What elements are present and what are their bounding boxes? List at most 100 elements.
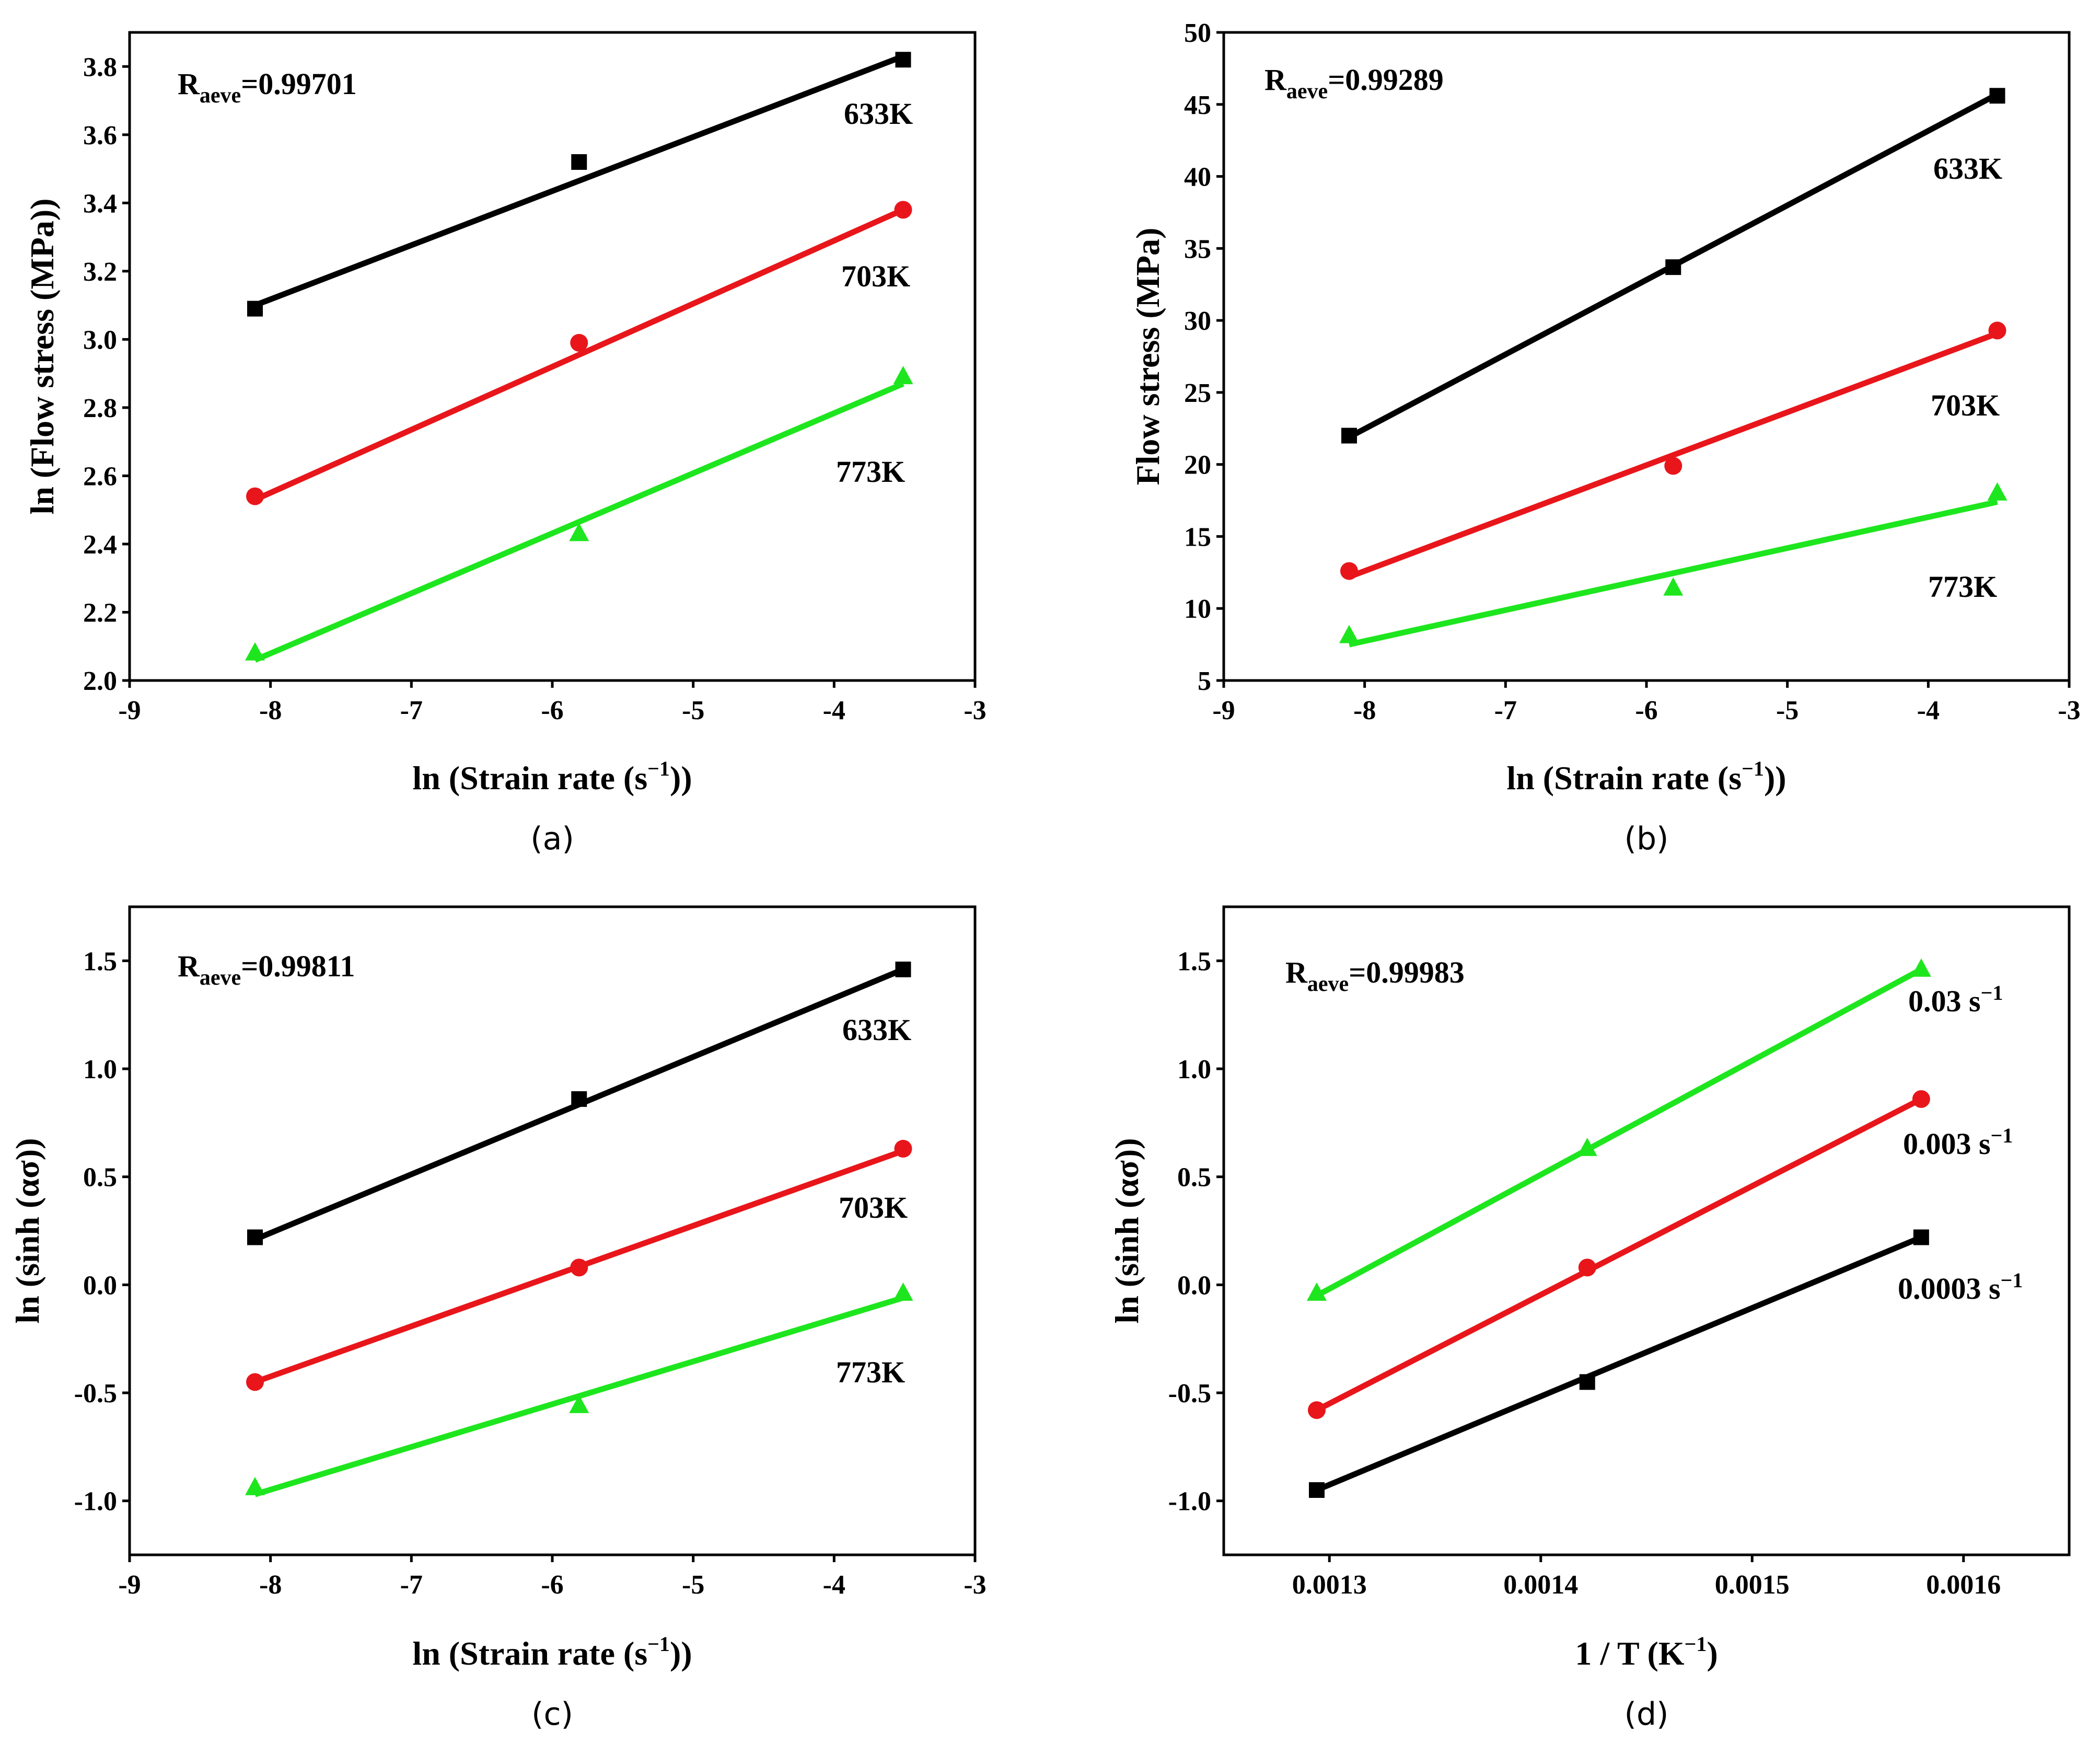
x-tick-label: 0.0016 [1926, 1570, 2001, 1600]
data-point [1663, 577, 1684, 596]
data-point [1340, 562, 1359, 580]
data-point [571, 154, 587, 170]
fit-line [1315, 967, 1923, 1298]
series-label-633k: 633K [842, 1013, 911, 1047]
y-tick-label: 1.0 [1177, 1055, 1211, 1084]
data-point [1988, 321, 2006, 340]
y-tick-label: 3.8 [83, 52, 117, 82]
data-point [1665, 259, 1681, 275]
series-label-773k: 773K [1928, 570, 1997, 604]
data-point [1579, 1374, 1595, 1390]
x-tick-label: -9 [118, 1570, 141, 1600]
series-label-0-003: 0.003 s−1 [1903, 1124, 2013, 1161]
series-label-633k: 633K [844, 97, 913, 131]
x-tick-label: -5 [682, 1570, 704, 1600]
series-label-773k: 773K [836, 455, 905, 489]
panel-d-x-label: 1 / T (K−1) [1575, 1632, 1718, 1672]
panel-b-fits [1348, 91, 1999, 648]
panel-d-points [1306, 958, 1931, 1498]
panel-a-r-value: Raeve=0.99701 [178, 67, 357, 108]
x-tick-label: -7 [400, 1570, 423, 1600]
x-tick-label: -4 [823, 1570, 845, 1600]
data-point [1989, 88, 2005, 104]
data-point [1987, 482, 2008, 501]
x-tick-label: -4 [823, 696, 845, 725]
y-tick-label: -1.0 [1168, 1487, 1211, 1517]
x-tick-label: -6 [541, 696, 563, 725]
x-tick-label: -5 [682, 696, 704, 725]
x-tick-label: -8 [259, 1570, 282, 1600]
data-point [1664, 457, 1683, 475]
data-point [246, 1373, 264, 1391]
data-point [895, 961, 911, 977]
panel-c-x-ticks: -9 -8 -7 -6 -5 -4 -3 [118, 1555, 987, 1600]
panel-c-fits [253, 966, 904, 1497]
y-tick-label: 1.5 [83, 946, 117, 976]
panel-b-points [1339, 88, 2008, 643]
panel-d-x-ticks: 0.0013 0.0014 0.0015 0.0016 [1292, 1555, 2001, 1600]
y-tick-label: -0.5 [1168, 1379, 1211, 1409]
series-label-703k: 703K [841, 259, 910, 293]
y-tick-label: 15 [1184, 522, 1211, 552]
data-point [569, 523, 589, 541]
panel-b-x-ticks: -9 -8 -7 -6 -5 -4 -3 [1212, 680, 2081, 725]
panel-a-points [245, 52, 913, 661]
panel-d-r-value: Raeve=0.99983 [1285, 955, 1465, 996]
panel-b-y-ticks: 5 10 15 20 25 30 35 40 45 50 [1184, 18, 1224, 696]
panel-d: -1.0-0.50.00.51.01.5 0.0013 0.0014 0.0015 0… [1108, 905, 2071, 1733]
x-tick-label: -9 [1212, 696, 1235, 725]
panel-a: 2.02.22.42.62.83.03.23.43.63.8 -9 -8 -7 -6-… [24, 31, 987, 857]
fit-line [1348, 330, 1999, 580]
data-point [894, 201, 912, 219]
y-tick-label: 2.0 [83, 666, 117, 696]
panel-d-y-label: ln (sinh (ασ)) [1108, 1138, 1145, 1323]
panel-b-x-label: ln (Strain rate (s−1)) [1506, 757, 1786, 797]
x-tick-label: -6 [1635, 696, 1657, 725]
data-point [893, 366, 913, 385]
x-tick-label: -9 [118, 696, 141, 725]
series-label-633k: 633K [1933, 152, 2002, 186]
y-tick-label: 30 [1184, 306, 1211, 336]
x-tick-label: -5 [1776, 696, 1799, 725]
y-tick-label: 10 [1184, 594, 1211, 624]
data-point [1913, 1229, 1929, 1245]
y-tick-label: 0.5 [1177, 1163, 1211, 1193]
panel-c-caption: (c) [531, 1696, 573, 1733]
data-point [245, 642, 265, 661]
fit-line [253, 381, 904, 663]
x-tick-label: -3 [964, 1570, 986, 1600]
y-tick-label: 45 [1184, 90, 1211, 120]
panel-c: -1.0 -0.5 0.0 0.5 1.0 1.5 -9 -8 -7 -6 -5 -4 -3 Raev… [9, 905, 987, 1733]
data-point [245, 1476, 265, 1495]
data-point [1307, 1401, 1326, 1419]
y-tick-label: 5 [1198, 666, 1211, 696]
series-label-0-0003: 0.0003 s−1 [1898, 1268, 2023, 1306]
panel-a-y-ticks: 2.0 2.2 2.4 2.6 2.8 3.0 3.2 3.4 3.6 3.8 [83, 52, 130, 696]
y-tick-label: -0.5 [74, 1379, 117, 1409]
panel-b: 5 10 15 20 25 30 35 40 45 50 -9 -8 -7 -6 -5 -4 -3 Raeve… [1129, 18, 2081, 857]
panel-b-y-label: Flow stress (MPa) [1129, 228, 1166, 486]
fit-line [254, 53, 904, 308]
panel-d-caption: (d) [1625, 1696, 1669, 1733]
data-point [1578, 1259, 1596, 1277]
panel-c-r-value: Raeve=0.99811 [178, 949, 355, 990]
fit-line [253, 207, 904, 503]
data-point [894, 1139, 912, 1158]
fit-line [1348, 499, 1998, 648]
data-point [247, 1229, 263, 1245]
x-tick-label: 0.0015 [1715, 1570, 1790, 1600]
data-point [895, 52, 911, 68]
panel-c-x-label: ln (Strain rate (s−1)) [412, 1632, 692, 1672]
y-tick-label: 50 [1184, 18, 1211, 48]
series-label-703k: 703K [1931, 388, 2000, 422]
data-point [1912, 1090, 1930, 1108]
y-tick-label: 40 [1184, 163, 1211, 192]
data-point [570, 333, 588, 352]
x-tick-label: -8 [1353, 696, 1376, 725]
y-tick-label: 25 [1184, 378, 1211, 408]
panel-d-frame [1222, 905, 2071, 1556]
y-tick-label: 2.2 [83, 598, 117, 628]
fit-line [1315, 1096, 1923, 1413]
data-point [1341, 428, 1358, 444]
